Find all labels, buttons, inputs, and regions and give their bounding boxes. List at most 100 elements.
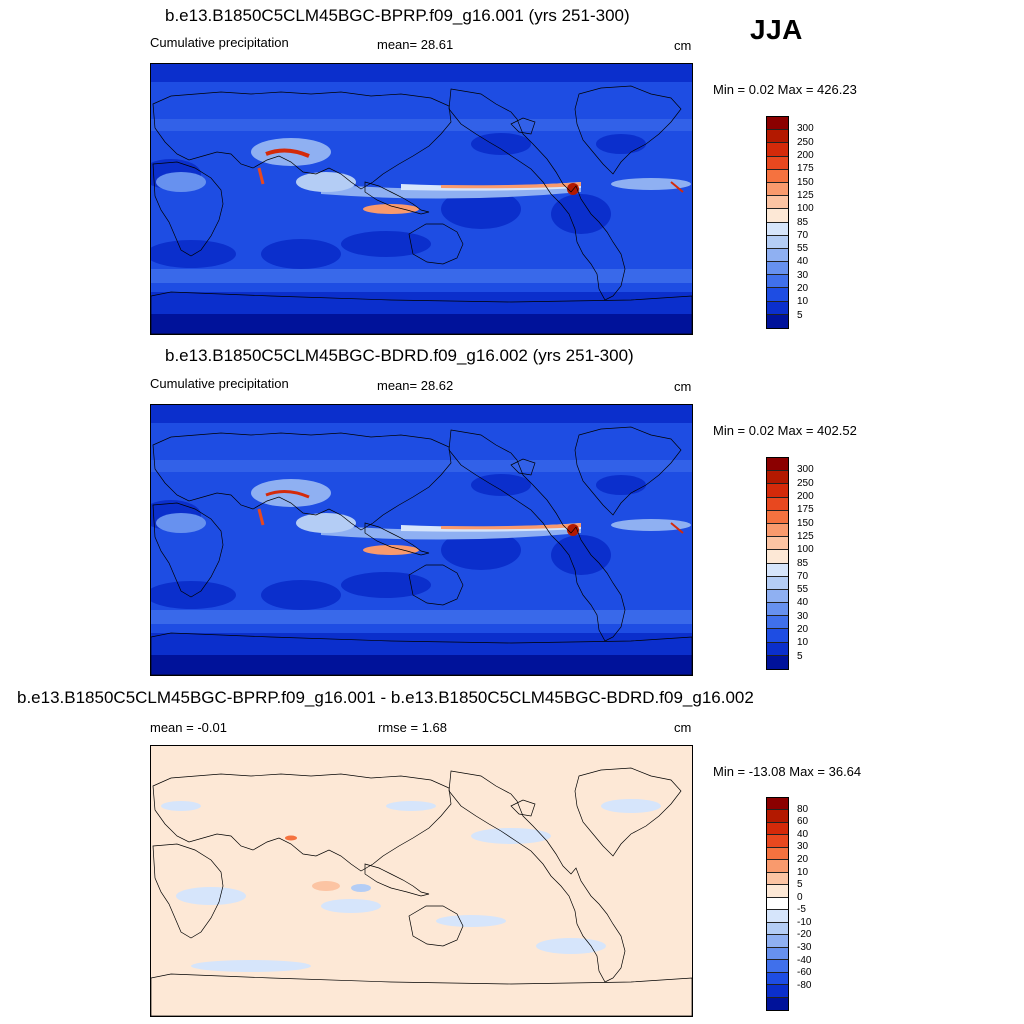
colorbar-tick-label: 30 bbox=[797, 610, 809, 622]
panel-3-minmax: Min = -13.08 Max = 36.64 bbox=[713, 764, 862, 779]
colorbar-tick-label: 125 bbox=[797, 189, 814, 201]
colorbar-swatch bbox=[767, 471, 788, 485]
panel-1-colorbar bbox=[766, 116, 789, 329]
colorbar-tick-label: 40 bbox=[797, 828, 809, 840]
colorbar-swatch bbox=[767, 196, 788, 210]
colorbar-swatch bbox=[767, 275, 788, 289]
panel-1-units: cm bbox=[674, 38, 692, 53]
colorbar-swatch bbox=[767, 972, 788, 986]
colorbar-swatch bbox=[767, 847, 788, 861]
season-label: JJA bbox=[750, 14, 803, 45]
colorbar-tick-label: 80 bbox=[797, 803, 809, 815]
colorbar-tick-label: -60 bbox=[797, 967, 812, 979]
colorbar-tick-label: 70 bbox=[797, 570, 809, 582]
colorbar-swatch bbox=[767, 510, 788, 524]
colorbar-tick-label: 30 bbox=[797, 841, 809, 853]
colorbar-tick-label: -80 bbox=[797, 979, 812, 991]
panel-1-title: b.e13.B1850C5CLM45BGC-BPRP.f09_g16.001 (… bbox=[165, 6, 630, 25]
colorbar-swatch bbox=[767, 222, 788, 236]
panel-2-minmax: Min = 0.02 Max = 402.52 bbox=[713, 423, 857, 438]
colorbar-swatch bbox=[767, 182, 788, 197]
colorbar-tick-label: 250 bbox=[797, 136, 814, 148]
colorbar-tick-label: 85 bbox=[797, 216, 809, 228]
colorbar-tick-label: 10 bbox=[797, 637, 809, 649]
colorbar-tick-label: 60 bbox=[797, 816, 809, 828]
colorbar-swatch bbox=[767, 314, 788, 328]
colorbar-swatch bbox=[767, 458, 788, 472]
colorbar-tick-label: 200 bbox=[797, 149, 814, 161]
panel-2-map bbox=[150, 404, 693, 676]
panel-2-colorbar bbox=[766, 457, 789, 670]
colorbar-swatch bbox=[767, 563, 788, 577]
colorbar-tick-label: -20 bbox=[797, 929, 812, 941]
colorbar-tick-label: 20 bbox=[797, 853, 809, 865]
colorbar-tick-label: 5 bbox=[797, 879, 803, 891]
colorbar-swatch bbox=[767, 143, 788, 157]
colorbar-swatch bbox=[767, 616, 788, 630]
colorbar-tick-label: 20 bbox=[797, 283, 809, 295]
colorbar-swatch bbox=[767, 885, 788, 898]
colorbar-tick-label: 100 bbox=[797, 203, 814, 215]
colorbar-tick-label: 0 bbox=[797, 891, 803, 903]
colorbar-swatch bbox=[767, 589, 788, 604]
colorbar-swatch bbox=[767, 810, 788, 823]
colorbar-swatch bbox=[767, 985, 788, 998]
colorbar-swatch bbox=[767, 497, 788, 511]
colorbar-tick-label: 125 bbox=[797, 530, 814, 542]
colorbar-swatch bbox=[767, 262, 788, 276]
colorbar-tick-label: 100 bbox=[797, 544, 814, 556]
colorbar-tick-label: 10 bbox=[797, 296, 809, 308]
colorbar-tick-label: 55 bbox=[797, 584, 809, 596]
colorbar-tick-label: 55 bbox=[797, 243, 809, 255]
colorbar-swatch bbox=[767, 484, 788, 498]
colorbar-tick-label: 200 bbox=[797, 490, 814, 502]
colorbar-tick-label: 300 bbox=[797, 123, 814, 135]
colorbar-swatch bbox=[767, 629, 788, 643]
colorbar-swatch bbox=[767, 935, 788, 948]
colorbar-swatch bbox=[767, 897, 788, 911]
panel-2-units: cm bbox=[674, 379, 692, 394]
colorbar-swatch bbox=[767, 301, 788, 315]
colorbar-swatch bbox=[767, 960, 788, 973]
colorbar-swatch bbox=[767, 169, 788, 183]
colorbar-swatch bbox=[767, 156, 788, 170]
colorbar-tick-label: 150 bbox=[797, 517, 814, 529]
panel-2-title: b.e13.B1850C5CLM45BGC-BDRD.f09_g16.002 (… bbox=[165, 346, 634, 365]
panel-1-map bbox=[150, 63, 693, 335]
colorbar-tick-label: 30 bbox=[797, 269, 809, 281]
colorbar-tick-label: 40 bbox=[797, 256, 809, 268]
colorbar-swatch bbox=[767, 997, 788, 1010]
colorbar-tick-label: 300 bbox=[797, 464, 814, 476]
colorbar-swatch bbox=[767, 537, 788, 551]
panel-3-colorbar bbox=[766, 797, 789, 1011]
colorbar-swatch bbox=[767, 130, 788, 144]
colorbar-tick-label: 5 bbox=[797, 309, 803, 321]
colorbar-swatch bbox=[767, 922, 788, 936]
precipitation-map-b bbox=[151, 405, 692, 675]
panel-2-mean: mean= 28.62 bbox=[377, 378, 454, 393]
colorbar-tick-label: -5 bbox=[797, 904, 806, 916]
panel-1-mean: mean= 28.61 bbox=[377, 37, 454, 52]
colorbar-swatch bbox=[767, 822, 788, 836]
difference-map bbox=[151, 746, 692, 1016]
colorbar-tick-label: 250 bbox=[797, 477, 814, 489]
panel-3-units: cm bbox=[674, 720, 692, 735]
colorbar-tick-label: 20 bbox=[797, 624, 809, 636]
colorbar-swatch bbox=[767, 860, 788, 873]
colorbar-swatch bbox=[767, 117, 788, 131]
colorbar-swatch bbox=[767, 835, 788, 848]
colorbar-swatch bbox=[767, 910, 788, 923]
colorbar-tick-label: 175 bbox=[797, 504, 814, 516]
colorbar-tick-label: -10 bbox=[797, 916, 812, 928]
colorbar-tick-label: 40 bbox=[797, 597, 809, 609]
colorbar-tick-label: 85 bbox=[797, 557, 809, 569]
colorbar-swatch bbox=[767, 550, 788, 564]
panel-3-rmse: rmse = 1.68 bbox=[378, 720, 448, 735]
colorbar-tick-label: -40 bbox=[797, 954, 812, 966]
colorbar-tick-label: 175 bbox=[797, 163, 814, 175]
colorbar-tick-label: 70 bbox=[797, 229, 809, 241]
colorbar-swatch bbox=[767, 642, 788, 656]
precipitation-map-a bbox=[151, 64, 692, 334]
colorbar-tick-label: 10 bbox=[797, 866, 809, 878]
panel-1-minmax: Min = 0.02 Max = 426.23 bbox=[713, 82, 857, 97]
